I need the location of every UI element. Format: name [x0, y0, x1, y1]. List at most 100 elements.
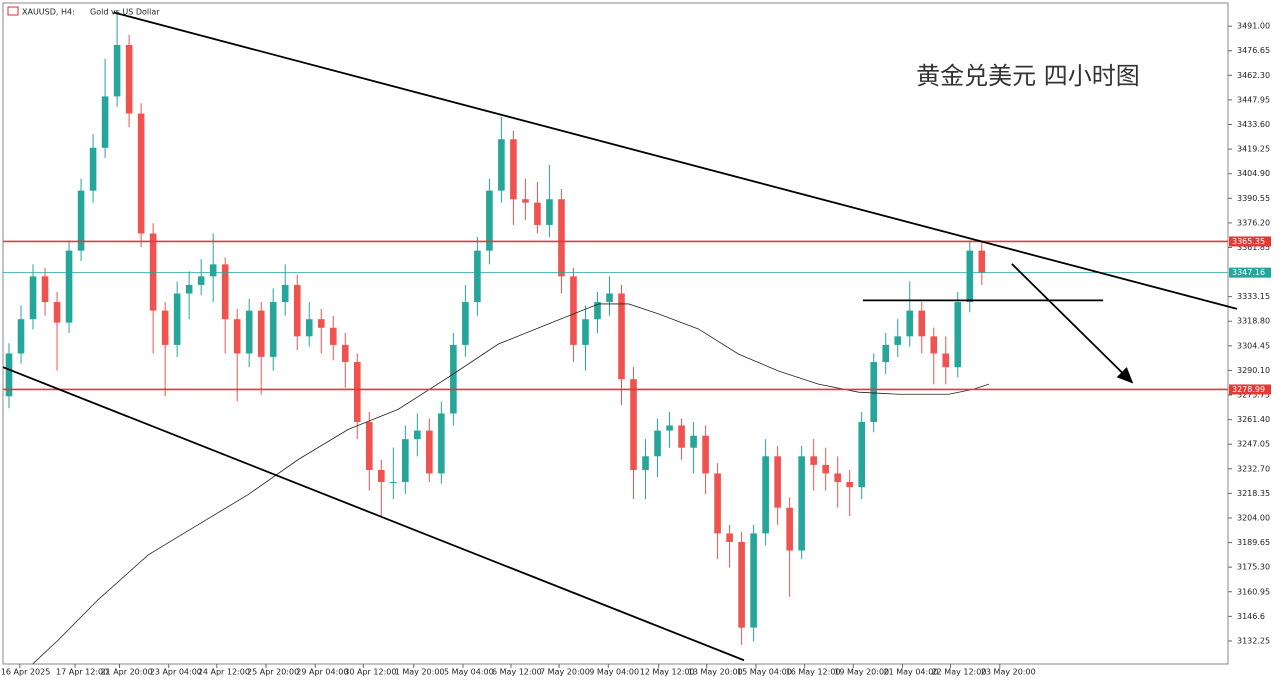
- y-tick-label: 3218.35: [1237, 489, 1270, 498]
- y-tick-label: 3247.05: [1237, 440, 1270, 449]
- candle-body: [89, 147, 97, 191]
- trend-line: [113, 11, 1238, 310]
- candle-body: [594, 302, 601, 320]
- x-tick-label: 13 May 20:00: [688, 668, 743, 677]
- candle-body: [450, 344, 457, 414]
- y-tick-label: 3132.25: [1237, 636, 1270, 645]
- x-tick-label: 7 May 20:00: [540, 668, 590, 677]
- candle-body: [269, 302, 277, 357]
- candle-body: [558, 199, 565, 277]
- price-label: 3278.99: [1232, 385, 1265, 394]
- price-label-bg: [1229, 384, 1271, 395]
- candle-body: [438, 413, 445, 474]
- candle-body: [762, 456, 769, 534]
- candle-body: [17, 319, 25, 354]
- x-tick-label: 30 Apr 12:00: [344, 668, 396, 677]
- candle-body: [245, 310, 253, 354]
- candle-body: [462, 302, 469, 345]
- candle-body: [726, 533, 733, 542]
- x-tick-label: 6 May 12:00: [492, 668, 542, 677]
- candle-body: [474, 250, 481, 303]
- candle-body: [510, 139, 517, 200]
- candle-body: [630, 379, 637, 471]
- candle-body: [281, 284, 289, 303]
- y-tick-label: 3433.60: [1237, 120, 1270, 129]
- candle-body: [257, 310, 265, 357]
- x-tick-label: 16 Apr 2025: [1, 668, 50, 677]
- candle-body: [498, 139, 505, 191]
- candle-body: [53, 302, 61, 323]
- price-label: 3347.16: [1232, 268, 1265, 277]
- x-tick-label: 9 May 04:00: [589, 668, 639, 677]
- x-tick-label: 17 Apr 12:00: [56, 668, 108, 677]
- candle-body: [522, 199, 529, 203]
- x-tick-label: 1 May 20:00: [395, 668, 445, 677]
- chart-title: 黄金兑美元 四小时图: [916, 62, 1140, 90]
- candle-body: [5, 353, 13, 397]
- candle-body: [317, 319, 325, 328]
- candle-body: [390, 481, 397, 483]
- description: Gold vs US Dollar: [90, 8, 160, 17]
- candle-body: [678, 425, 685, 448]
- candle-body: [149, 233, 157, 311]
- candle-body: [426, 430, 433, 474]
- candle-body: [77, 190, 85, 251]
- candle-body: [882, 344, 890, 363]
- candle-body: [834, 473, 841, 482]
- candle-body: [870, 362, 878, 423]
- candle-body: [233, 319, 241, 354]
- candle-body: [113, 44, 121, 97]
- x-tick-label: 12 May 12:00: [640, 668, 695, 677]
- candle-body: [714, 473, 721, 534]
- price-label-bg: [1229, 267, 1271, 278]
- candle-body: [606, 293, 613, 303]
- y-tick-label: 3318.80: [1237, 317, 1270, 326]
- x-tick-label: 5 May 04:00: [444, 668, 494, 677]
- x-tick-label: 23 May 20:00: [981, 668, 1036, 677]
- candle-body: [137, 113, 145, 234]
- x-tick-label: 19 May 20:00: [834, 668, 889, 677]
- candle-body: [486, 190, 493, 251]
- x-tick-label: 22 May 12:00: [932, 668, 987, 677]
- y-tick-label: 3462.30: [1237, 71, 1270, 80]
- candle-body: [305, 319, 313, 337]
- y-tick-label: 3232.70: [1237, 464, 1270, 473]
- y-tick-label: 3376.20: [1237, 218, 1270, 227]
- candle-body: [341, 344, 349, 363]
- candle-body: [570, 276, 577, 345]
- candle-body: [954, 302, 962, 368]
- candle-body: [329, 327, 337, 345]
- plot-frame: [2, 2, 1229, 665]
- candle-body: [125, 44, 133, 114]
- candle-body: [774, 456, 781, 508]
- y-tick-label: 3160.95: [1237, 587, 1270, 596]
- candle-body: [353, 362, 361, 423]
- candle-body: [209, 264, 217, 277]
- candle-body: [750, 533, 757, 628]
- candle-body: [534, 202, 541, 225]
- candle-body: [822, 464, 829, 474]
- candle-body: [161, 310, 169, 345]
- candle-body: [846, 481, 853, 488]
- candle-body: [414, 430, 421, 440]
- candle-body: [906, 310, 914, 337]
- y-tick-label: 3290.10: [1237, 366, 1270, 375]
- y-tick-label: 3333.15: [1237, 292, 1270, 301]
- y-tick-label: 3404.90: [1237, 169, 1270, 178]
- candle-body: [101, 96, 109, 148]
- y-tick-label: 3189.65: [1237, 538, 1270, 547]
- candle-body: [654, 430, 661, 457]
- moving-average: [32, 303, 990, 664]
- candle-body: [642, 456, 649, 471]
- candle-body: [402, 439, 409, 482]
- candle-body: [293, 284, 301, 337]
- y-tick-label: 3390.55: [1237, 194, 1270, 203]
- candle-body: [690, 435, 697, 448]
- candle-body: [738, 541, 745, 628]
- candle-body: [365, 422, 373, 471]
- candle-body: [185, 284, 193, 294]
- y-tick-label: 3146.6: [1237, 612, 1265, 621]
- candle-body: [918, 310, 926, 337]
- x-tick-label: 16 May 12:00: [786, 668, 841, 677]
